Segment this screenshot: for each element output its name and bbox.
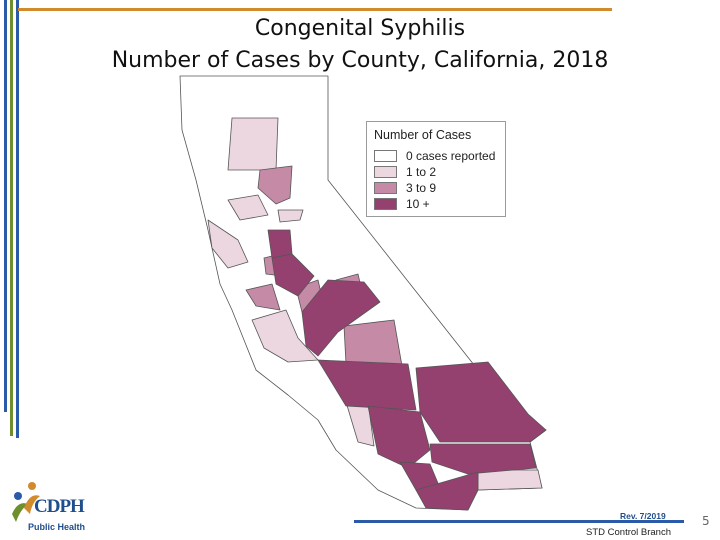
county-los-angeles: [367, 405, 431, 469]
legend-label-3: 10 +: [406, 196, 430, 211]
side-bar-green: [10, 0, 13, 436]
legend-title: Number of Cases: [374, 128, 472, 142]
title-line-2: Number of Cases by County, California, 2…: [111, 48, 609, 73]
footer-rule: [354, 520, 684, 523]
county-sonoma-area: [207, 219, 249, 269]
legend-swatch-1: [374, 165, 397, 178]
county-riverside: [429, 443, 537, 475]
county-sacramento: [267, 229, 293, 259]
legend-label-1: 1 to 2: [406, 164, 437, 179]
title-rule: [18, 8, 612, 11]
side-bar-blue: [4, 0, 7, 412]
legend-label-0: 0 cases reported: [406, 148, 496, 163]
map-legend: Number of Cases 0 cases reported 1 to 2 …: [366, 121, 506, 217]
legend-swatch-0: [374, 149, 397, 162]
county-butte: [257, 165, 293, 205]
county-tulare: [343, 319, 403, 367]
revision-date: Rev. 7/2019: [620, 511, 666, 521]
california-county-map: [179, 75, 547, 511]
side-bar-blue-2: [16, 0, 19, 438]
county-san-diego: [415, 471, 479, 511]
cdph-logo-icon: [12, 482, 40, 522]
county-sacramento-north: [277, 209, 304, 223]
county-santa-clara-area: [245, 283, 281, 311]
logo-subtext: Public Health: [28, 522, 86, 532]
logo-text: CDPH: [34, 496, 85, 517]
branch-name: STD Control Branch: [586, 527, 672, 538]
legend-item-2: 3 to 9: [374, 180, 437, 195]
legend-label-2: 3 to 9: [406, 180, 437, 195]
county-imperial: [477, 469, 543, 491]
title-line-1: Congenital Syphilis: [254, 16, 466, 41]
county-fresno: [301, 279, 381, 357]
county-placer-area: [227, 194, 269, 221]
page-number: 5: [702, 514, 710, 528]
legend-swatch-2: [374, 181, 397, 194]
legend-swatch-3: [374, 197, 397, 210]
legend-item-3: 10 +: [374, 196, 430, 211]
county-stanislaus: [271, 253, 315, 297]
county-san-bernardino: [415, 361, 547, 443]
county-kern: [317, 359, 417, 411]
legend-item-0: 0 cases reported: [374, 148, 496, 163]
legend-item-1: 1 to 2: [374, 164, 437, 179]
county-siskiyou-region: [227, 117, 279, 171]
